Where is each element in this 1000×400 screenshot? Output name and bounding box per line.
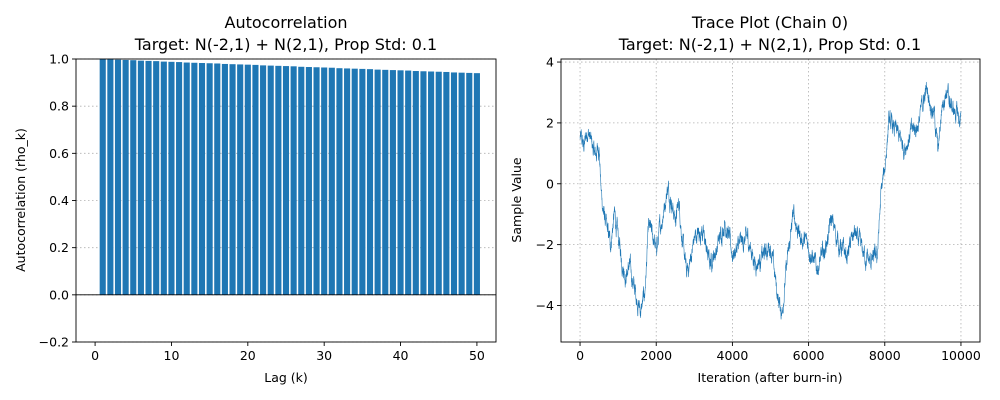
- acf-bar: [267, 65, 274, 295]
- acf-title-line2: Target: N(-2,1) + N(2,1), Prop Std: 0.1: [134, 35, 437, 54]
- acf-y-tick-label: 0.2: [49, 240, 69, 255]
- trace-x-tick-label: 2000: [640, 348, 672, 363]
- trace-x-tick-label: 0: [576, 348, 584, 363]
- acf-bar: [344, 68, 351, 295]
- trace-gridlines: [561, 59, 980, 342]
- acf-bar: [443, 71, 450, 295]
- acf-bar: [313, 67, 320, 295]
- acf-bar: [458, 72, 465, 295]
- acf-bar: [450, 72, 458, 295]
- trace-x-tick-label: 8000: [869, 348, 901, 363]
- trace-y-label: Sample Value: [509, 157, 524, 242]
- acf-bar: [275, 65, 282, 295]
- acf-bar: [321, 67, 328, 295]
- acf-bar: [435, 71, 442, 295]
- acf-title-line1: Autocorrelation: [225, 13, 348, 32]
- acf-x-tick-label: 10: [164, 348, 180, 363]
- acf-bar: [107, 59, 114, 295]
- acf-bar: [382, 69, 389, 295]
- acf-y-tick-label: 0.0: [49, 287, 69, 302]
- acf-bar: [473, 73, 480, 295]
- trace-axes-frame: [560, 58, 981, 343]
- acf-x-tick-label: 0: [91, 348, 99, 363]
- acf-bar: [336, 68, 343, 295]
- acf-bar: [214, 63, 221, 295]
- acf-bar: [114, 59, 122, 295]
- trace-x-tick-label: 6000: [793, 348, 825, 363]
- acf-x-label: Lag (k): [264, 370, 308, 385]
- acf-bar: [183, 62, 190, 295]
- acf-bar: [389, 70, 396, 295]
- trace-y-ticks: −4 −2 0 2 4: [536, 55, 561, 313]
- trace-title-line2: Target: N(-2,1) + N(2,1), Prop Std: 0.1: [618, 35, 921, 54]
- acf-bar: [206, 63, 213, 295]
- acf-bar: [397, 70, 404, 295]
- acf-x-tick-label: 20: [240, 348, 256, 363]
- acf-bar: [122, 59, 129, 295]
- trace-y-tick-label: −4: [536, 298, 554, 313]
- acf-y-tick-label: 0.8: [49, 99, 69, 114]
- trace-y-tick-label: 2: [546, 115, 554, 130]
- trace-x-ticks: 0 2000 4000 6000 8000 10000: [576, 342, 981, 363]
- acf-bar: [351, 68, 358, 295]
- acf-bar: [298, 66, 305, 295]
- acf-bar: [229, 64, 236, 295]
- acf-bar: [237, 64, 244, 295]
- acf-y-tick-label: 1.0: [49, 52, 69, 67]
- acf-y-ticks: −0.2 0.0 0.2 0.4 0.6 0.8 1.0: [39, 52, 76, 350]
- acf-y-tick-label: 0.4: [49, 193, 69, 208]
- acf-bar: [153, 61, 160, 295]
- trace-y-tick-label: 4: [546, 55, 554, 70]
- trace-y-tick-label: −2: [536, 237, 554, 252]
- trace-series-line: [579, 81, 962, 320]
- acf-bar: [290, 66, 297, 295]
- acf-y-label: Autocorrelation (rho_k): [13, 128, 28, 272]
- trace-title-line1: Trace Plot (Chain 0): [691, 13, 848, 32]
- acf-bar: [328, 67, 335, 295]
- trace-y-tick-label: 0: [546, 176, 554, 191]
- acf-y-tick-label: 0.6: [49, 146, 69, 161]
- trace-x-label: Iteration (after burn-in): [698, 370, 843, 385]
- acf-bar: [168, 61, 175, 295]
- acf-bar: [359, 68, 366, 295]
- acf-bar: [260, 65, 267, 295]
- acf-bar: [412, 71, 419, 295]
- acf-bar: [366, 69, 374, 295]
- acf-x-tick-label: 30: [316, 348, 332, 363]
- trace-panel: Trace Plot (Chain 0) Target: N(-2,1) + N…: [509, 13, 981, 385]
- acf-x-tick-label: 50: [469, 348, 485, 363]
- acf-bar: [130, 60, 137, 295]
- acf-bar: [466, 72, 473, 295]
- acf-bar: [145, 60, 152, 295]
- acf-bar: [244, 64, 251, 295]
- acf-bar: [99, 59, 106, 295]
- acf-bar: [221, 63, 228, 295]
- acf-bar: [374, 69, 381, 295]
- acf-bar: [176, 62, 183, 295]
- acf-x-ticks: 0 10 20 30 40 50: [91, 342, 485, 363]
- acf-bar: [420, 71, 427, 295]
- acf-bar: [305, 67, 312, 295]
- acf-bar: [252, 64, 259, 295]
- acf-bar: [198, 63, 206, 295]
- acf-bars: [99, 59, 480, 295]
- acf-bar: [405, 70, 412, 295]
- acf-x-tick-label: 40: [393, 348, 409, 363]
- trace-x-tick-label: 10000: [941, 348, 981, 363]
- trace-x-tick-label: 4000: [717, 348, 749, 363]
- acf-y-tick-label: −0.2: [39, 335, 69, 350]
- acf-bar: [137, 60, 144, 295]
- acf-bar: [191, 62, 198, 295]
- acf-panel: Autocorrelation Target: N(-2,1) + N(2,1)…: [13, 13, 497, 385]
- acf-bar: [428, 71, 435, 295]
- acf-bar: [160, 61, 167, 295]
- acf-bar: [282, 66, 290, 295]
